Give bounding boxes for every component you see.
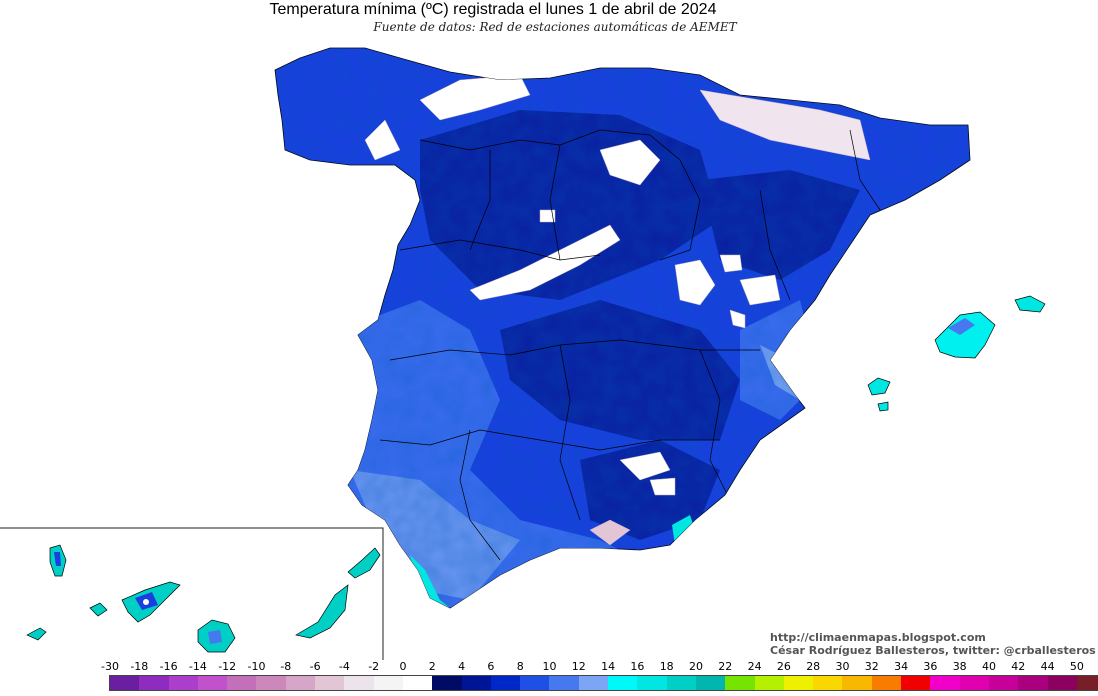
- legend-swatch: [988, 676, 1019, 690]
- credit-url: http://climaenmapas.blogspot.com: [770, 631, 986, 644]
- region-borders: [379, 129, 881, 561]
- subzero-areas: [364, 74, 871, 546]
- legend-label: 30: [835, 660, 850, 673]
- island-ibiza: [867, 377, 891, 396]
- legend-label: 10: [542, 660, 557, 673]
- legend-label: 50: [1069, 660, 1084, 673]
- map-subtitle: Fuente de datos: Red de estaciones autom…: [373, 20, 737, 34]
- legend-swatch: [725, 676, 755, 690]
- legend-swatch: [373, 676, 403, 690]
- legend-swatch: [578, 676, 609, 690]
- legend-label: 40: [982, 660, 996, 673]
- legend-swatch: [168, 676, 198, 690]
- legend-label: 0: [399, 660, 407, 673]
- legend-swatch: [1018, 676, 1048, 690]
- legend-swatch: [490, 676, 521, 690]
- legend-label: -18: [130, 660, 149, 673]
- canary-inset: [0, 527, 384, 660]
- credit-author: César Rodríguez Ballesteros, twitter: @c…: [770, 644, 1096, 657]
- legend-swatch: [227, 676, 257, 690]
- legend-swatch: [197, 676, 228, 690]
- legend-swatch: [754, 676, 784, 690]
- legend-label: 24: [747, 660, 762, 673]
- legend-label: 14: [601, 660, 616, 673]
- legend-label: -8: [280, 660, 292, 673]
- legend-label: 20: [689, 660, 703, 673]
- legend-label: 44: [1040, 660, 1055, 673]
- legend-label: 36: [923, 660, 938, 673]
- legend-label: 42: [1011, 660, 1026, 673]
- legend-label: 8: [516, 660, 524, 673]
- legend-label: 18: [659, 660, 674, 673]
- legend-label: 26: [776, 660, 791, 673]
- legend-label: -16: [159, 660, 178, 673]
- island-menorca: [1014, 295, 1046, 313]
- island-mallorca: [934, 311, 996, 359]
- island-la-gomera: [89, 602, 108, 617]
- balearic-islands: [867, 295, 1046, 412]
- legend-swatch: [959, 676, 989, 690]
- legend-swatch: [461, 676, 491, 690]
- legend-label: 32: [864, 660, 879, 673]
- legend-swatch: [110, 676, 140, 690]
- island-formentera: [877, 401, 889, 412]
- legend-swatch: [315, 676, 345, 690]
- legend-swatch: [871, 676, 902, 690]
- legend-swatch: [666, 676, 696, 690]
- legend-label: -30: [101, 660, 119, 673]
- legend-label: 16: [630, 660, 645, 673]
- legend-swatch: [139, 676, 169, 690]
- legend-swatch: [256, 676, 286, 690]
- legend-swatch: [549, 676, 579, 690]
- legend-swatch: [695, 676, 726, 690]
- legend-swatch: [637, 676, 667, 690]
- legend-label: -4: [338, 660, 350, 673]
- legend-label: -6: [309, 660, 321, 673]
- la-palma-inner: [54, 552, 61, 566]
- legend-swatch: [285, 676, 316, 690]
- legend-label: 4: [458, 660, 466, 673]
- legend-label: -14: [188, 660, 207, 673]
- legend-label: -2: [368, 660, 380, 673]
- legend-label: 6: [487, 660, 495, 673]
- island-el-hierro: [26, 627, 47, 641]
- peninsula-shape: [274, 47, 971, 609]
- legend-label: 22: [718, 660, 733, 673]
- legend-color-bar: [109, 675, 1098, 691]
- gran-canaria-inner: [208, 630, 222, 644]
- legend-swatch: [783, 676, 814, 690]
- legend-swatch: [432, 676, 462, 690]
- legend-swatch: [930, 676, 960, 690]
- legend-label: 12: [571, 660, 586, 673]
- legend-labels: -30 -18 -16 -14 -12 -10 -8 -6 -4 -2 0 2 4 6 8 10 12 14 16 1…: [0, 660, 1098, 674]
- cyan-coast-south: [410, 555, 450, 608]
- legend-swatch: [520, 676, 550, 690]
- temperature-map: [0, 47, 1046, 660]
- legend-swatch: [344, 676, 374, 690]
- island-fuerteventura: [295, 584, 349, 639]
- legend-label: -12: [218, 660, 237, 673]
- legend-swatch: [813, 676, 843, 690]
- legend-label: -10: [247, 660, 266, 673]
- legend-label: 34: [894, 660, 909, 673]
- legend-swatch: [901, 676, 931, 690]
- island-lanzarote: [347, 547, 381, 579]
- legend-swatch: [608, 676, 638, 690]
- map-title: Temperatura mínima (ºC) registrada el lu…: [269, 1, 717, 18]
- legend-label: 28: [806, 660, 821, 673]
- legend-label: 38: [952, 660, 967, 673]
- legend-swatch: [1076, 676, 1098, 690]
- legend-swatch: [402, 676, 433, 690]
- legend-swatch: [842, 676, 872, 690]
- mallorca-inner: [948, 318, 975, 335]
- legend-swatch: [1047, 676, 1077, 690]
- inset-frame: [0, 527, 384, 660]
- legend-label: 2: [428, 660, 436, 673]
